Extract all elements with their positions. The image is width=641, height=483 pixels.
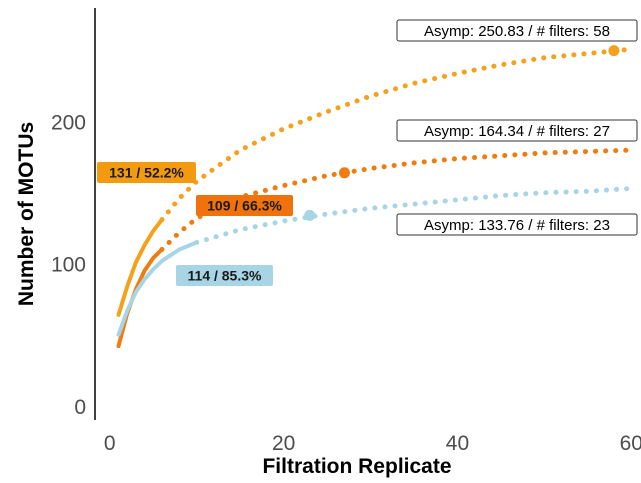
series-observed-line [116,240,199,337]
rarefaction-label: 109 / 66.3% [207,198,282,214]
asymptote-label: Asymp: 133.76 / # filters: 23 [424,217,610,234]
asymptote-label-box [396,19,638,42]
x-axis-ticks: 0 20 40 60 [104,432,641,455]
x-axis-title: Filtration Replicate [262,455,451,478]
rarefaction-label-box [97,162,196,183]
series-endpoint-marker [304,209,316,221]
x-tick-label: 40 [446,432,469,455]
series-endpoint-marker [338,167,350,179]
y-axis-title: Number of MOTUs [15,122,38,306]
y-axis-ticks: 0 100 200 [51,112,86,419]
y-tick-label: 100 [51,254,86,277]
x-tick-label: 20 [272,432,295,455]
rarefaction-label: 114 / 85.3% [188,268,263,284]
rarefaction-label-box [176,265,273,286]
series-observed-line [116,217,164,317]
rarefaction-label-box [196,195,293,216]
series-extrapolated-line [194,185,634,245]
series-extrapolated-line [159,46,634,223]
x-tick-label: 0 [104,432,116,455]
x-tick-label: 60 [620,432,641,455]
series-endpoint-marker [608,45,620,57]
series-curves [116,45,634,349]
series-labels: 131 / 52.2% Asymp: 250.83 / # filters: 58… [97,19,638,286]
asymptote-label-box [396,119,638,142]
asymptote-label: Asymp: 164.34 / # filters: 27 [424,123,610,140]
series-extrapolated-line [159,147,634,252]
y-tick-label: 0 [74,396,86,419]
y-tick-label: 200 [51,112,86,135]
rarefaction-label: 131 / 52.2% [109,165,184,181]
asymptote-label-box [396,213,638,236]
asymptote-label: Asymp: 250.83 / # filters: 58 [424,23,610,40]
